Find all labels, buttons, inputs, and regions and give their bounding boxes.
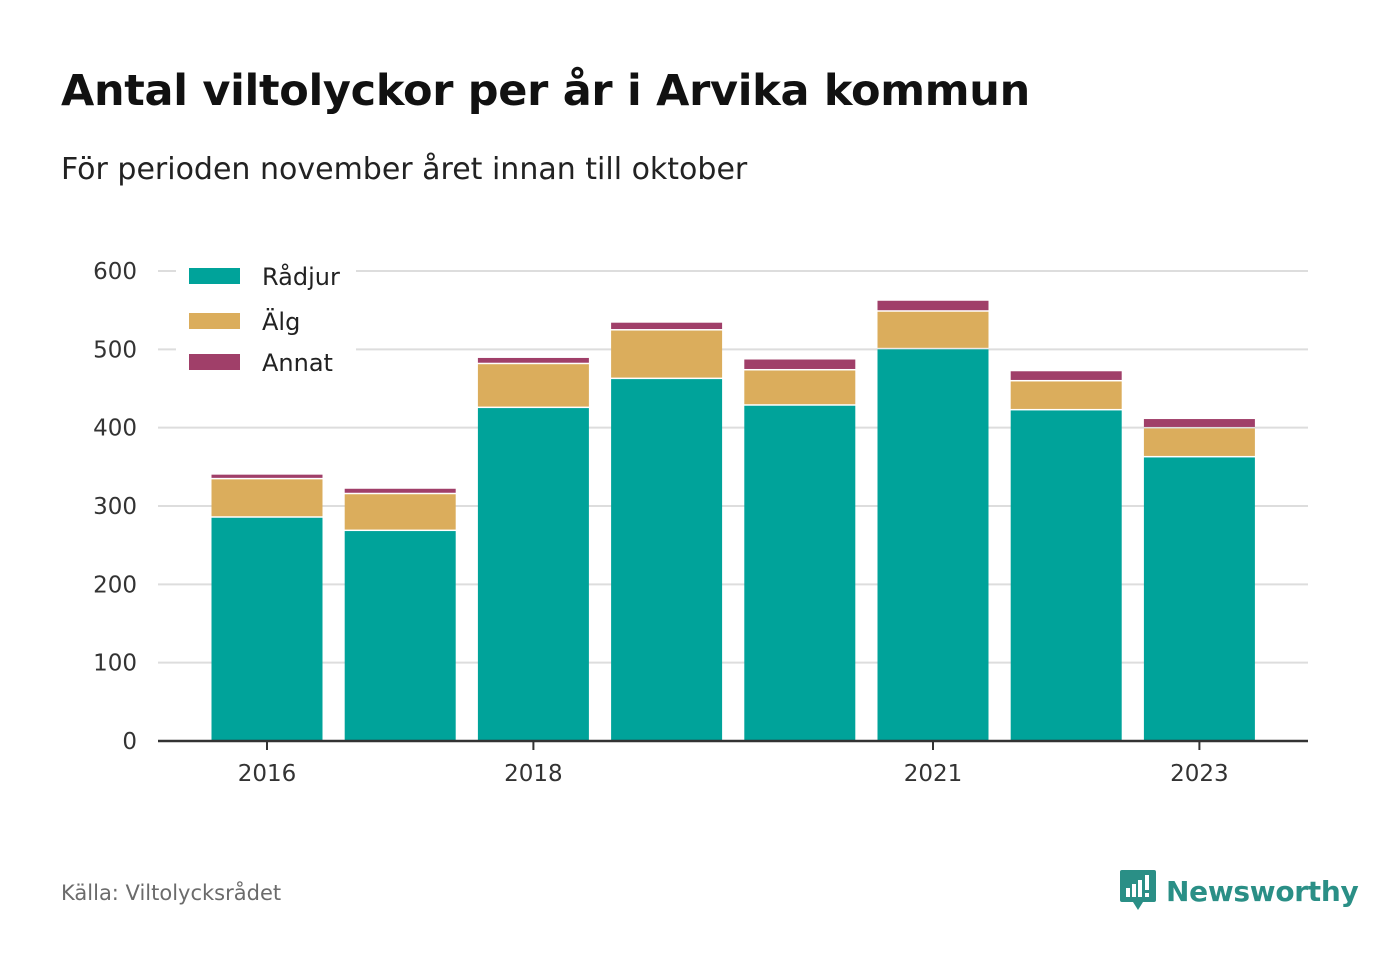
x-tick-label-2021: 2021 xyxy=(904,761,963,787)
bar-2017-annat xyxy=(344,488,456,493)
y-tick-label-0: 0 xyxy=(122,729,137,755)
bar-2019-rådjur xyxy=(611,379,723,741)
bar-2021-annat xyxy=(877,300,989,311)
y-tick-label-400: 400 xyxy=(93,416,137,442)
bar-2022-rådjur xyxy=(1010,410,1122,741)
x-axis: 2016 2018 2021 2023 xyxy=(158,739,1308,787)
brand-name: Newsworthy xyxy=(1166,874,1359,908)
bar-2017-rådjur xyxy=(344,531,456,741)
y-tick-label-300: 300 xyxy=(93,494,137,520)
legend-label-annat: Annat xyxy=(262,349,333,377)
bar-2022-annat xyxy=(1010,371,1122,380)
bars xyxy=(211,300,1255,741)
bar-2022-älg xyxy=(1010,381,1122,409)
bar-2016-älg xyxy=(211,479,323,517)
legend-label-älg: Älg xyxy=(262,307,300,336)
bar-2016-rådjur xyxy=(211,517,323,741)
bar-2018-rådjur xyxy=(477,408,589,741)
newsworthy-logo: Newsworthy xyxy=(1118,868,1359,914)
bar-2018-annat xyxy=(477,357,589,363)
bar-2019-annat xyxy=(611,322,723,330)
chart-title: Antal viltolyckor per år i Arvika kommun xyxy=(61,66,1030,116)
newsworthy-logo-icon xyxy=(1120,870,1156,910)
bar-2021-rådjur xyxy=(877,349,989,741)
bar-2023-älg xyxy=(1143,428,1255,456)
bar-2023-rådjur xyxy=(1143,457,1255,741)
x-tick-label-2023: 2023 xyxy=(1170,761,1229,787)
bar-2018-älg xyxy=(477,364,589,407)
legend-swatch-annat xyxy=(189,354,240,370)
chart-subtitle: För perioden november året innan till ok… xyxy=(61,152,748,187)
y-tick-label-100: 100 xyxy=(93,651,137,677)
bar-2021-älg xyxy=(877,311,989,348)
bar-2016-annat xyxy=(211,474,323,478)
bar-2020-annat xyxy=(744,359,856,369)
bar-2023-annat xyxy=(1143,419,1255,427)
legend-label-rådjur: Rådjur xyxy=(262,262,340,291)
y-tick-label-600: 600 xyxy=(93,259,137,285)
legend-swatch-rådjur xyxy=(189,268,240,284)
bar-2017-älg xyxy=(344,494,456,530)
x-tick-label-2018: 2018 xyxy=(504,761,563,787)
y-tick-label-200: 200 xyxy=(93,572,137,598)
source-note: Källa: Viltolycksrådet xyxy=(61,881,282,905)
legend-swatch-älg xyxy=(189,313,240,329)
bar-2019-älg xyxy=(611,330,723,378)
x-tick-label-2016: 2016 xyxy=(238,761,297,787)
legend: Rådjur Älg Annat xyxy=(176,250,356,382)
y-axis-ticks: 0 100 200 300 400 500 600 xyxy=(93,259,137,755)
bar-2020-rådjur xyxy=(744,405,856,741)
y-tick-label-500: 500 xyxy=(93,337,137,363)
bar-2020-älg xyxy=(744,370,856,405)
